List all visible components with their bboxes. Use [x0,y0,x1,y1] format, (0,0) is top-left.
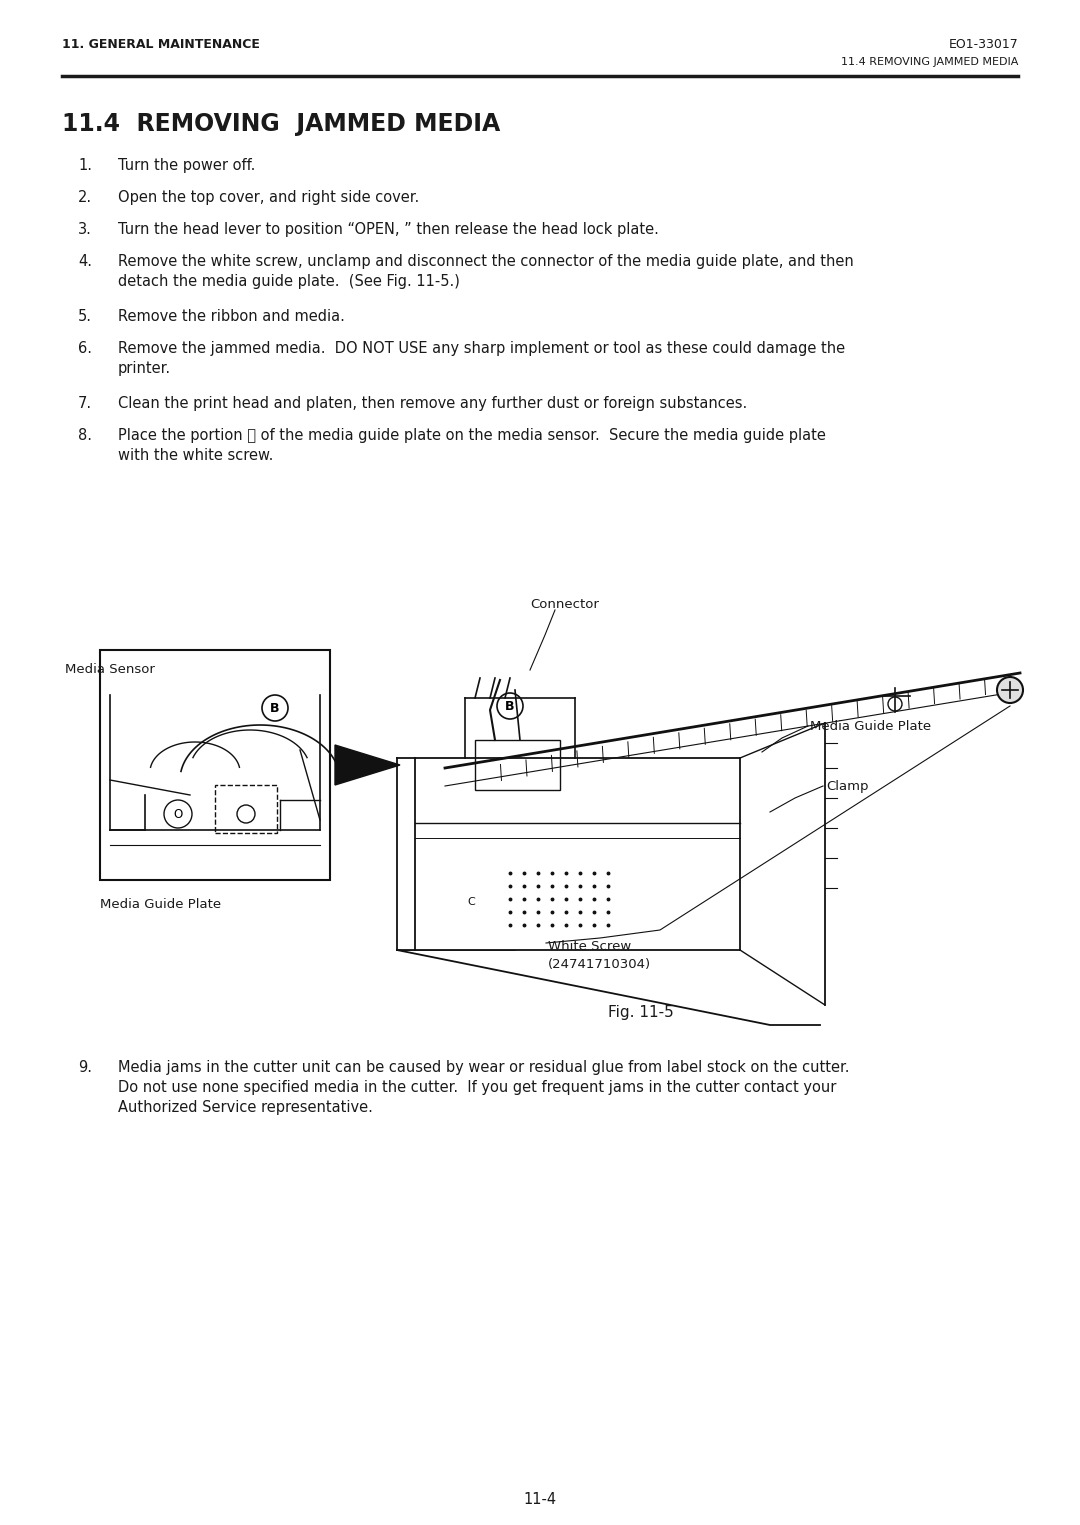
Text: Media Guide Plate: Media Guide Plate [810,720,931,734]
Text: 6.: 6. [78,342,92,355]
Text: Clamp: Clamp [826,779,868,793]
Text: 11-4: 11-4 [524,1491,556,1507]
Text: Remove the ribbon and media.: Remove the ribbon and media. [118,310,345,323]
Text: Clean the print head and platen, then remove any further dust or foreign substan: Clean the print head and platen, then re… [118,396,747,412]
Text: B: B [505,700,515,712]
Text: 9.: 9. [78,1060,92,1075]
Text: Media jams in the cutter unit can be caused by wear or residual glue from label : Media jams in the cutter unit can be cau… [118,1060,850,1115]
Bar [215,785,276,833]
Text: Remove the white screw, unclamp and disconnect the connector of the media guide : Remove the white screw, unclamp and disc… [118,255,854,288]
Text: Remove the jammed media.  DO NOT USE any sharp implement or tool as these could : Remove the jammed media. DO NOT USE any … [118,342,846,375]
Text: Turn the power off.: Turn the power off. [118,159,255,172]
Text: 4.: 4. [78,255,92,268]
Text: Media Sensor: Media Sensor [65,663,154,676]
Text: Turn the head lever to position “OPEN, ” then release the head lock plate.: Turn the head lever to position “OPEN, ”… [118,223,659,236]
Text: Place the portion Ⓑ of the media guide plate on the media sensor.  Secure the me: Place the portion Ⓑ of the media guide p… [118,429,826,462]
Text: Connector: Connector [530,598,599,612]
Text: White Screw: White Screw [548,939,631,953]
Text: EO1-33017: EO1-33017 [948,38,1018,50]
Text: 5.: 5. [78,310,92,323]
Text: O: O [174,808,183,820]
Text: 3.: 3. [78,223,92,236]
Text: 8.: 8. [78,429,92,442]
Text: 2.: 2. [78,191,92,204]
Bar [475,740,561,790]
Text: 11.4  REMOVING  JAMMED MEDIA: 11.4 REMOVING JAMMED MEDIA [62,111,500,136]
Polygon shape [335,746,400,785]
Bar [100,650,330,880]
Text: (24741710304): (24741710304) [548,958,651,971]
Text: B: B [270,702,280,715]
Text: C: C [467,897,475,907]
Text: 1.: 1. [78,159,92,172]
Text: Fig. 11-5: Fig. 11-5 [608,1005,674,1020]
Text: Media Guide Plate: Media Guide Plate [100,898,221,910]
Text: Open the top cover, and right side cover.: Open the top cover, and right side cover… [118,191,419,204]
Text: 11.4 REMOVING JAMMED MEDIA: 11.4 REMOVING JAMMED MEDIA [840,56,1018,67]
Text: 11. GENERAL MAINTENANCE: 11. GENERAL MAINTENANCE [62,38,260,50]
Text: 7.: 7. [78,396,92,412]
Circle shape [997,677,1023,703]
